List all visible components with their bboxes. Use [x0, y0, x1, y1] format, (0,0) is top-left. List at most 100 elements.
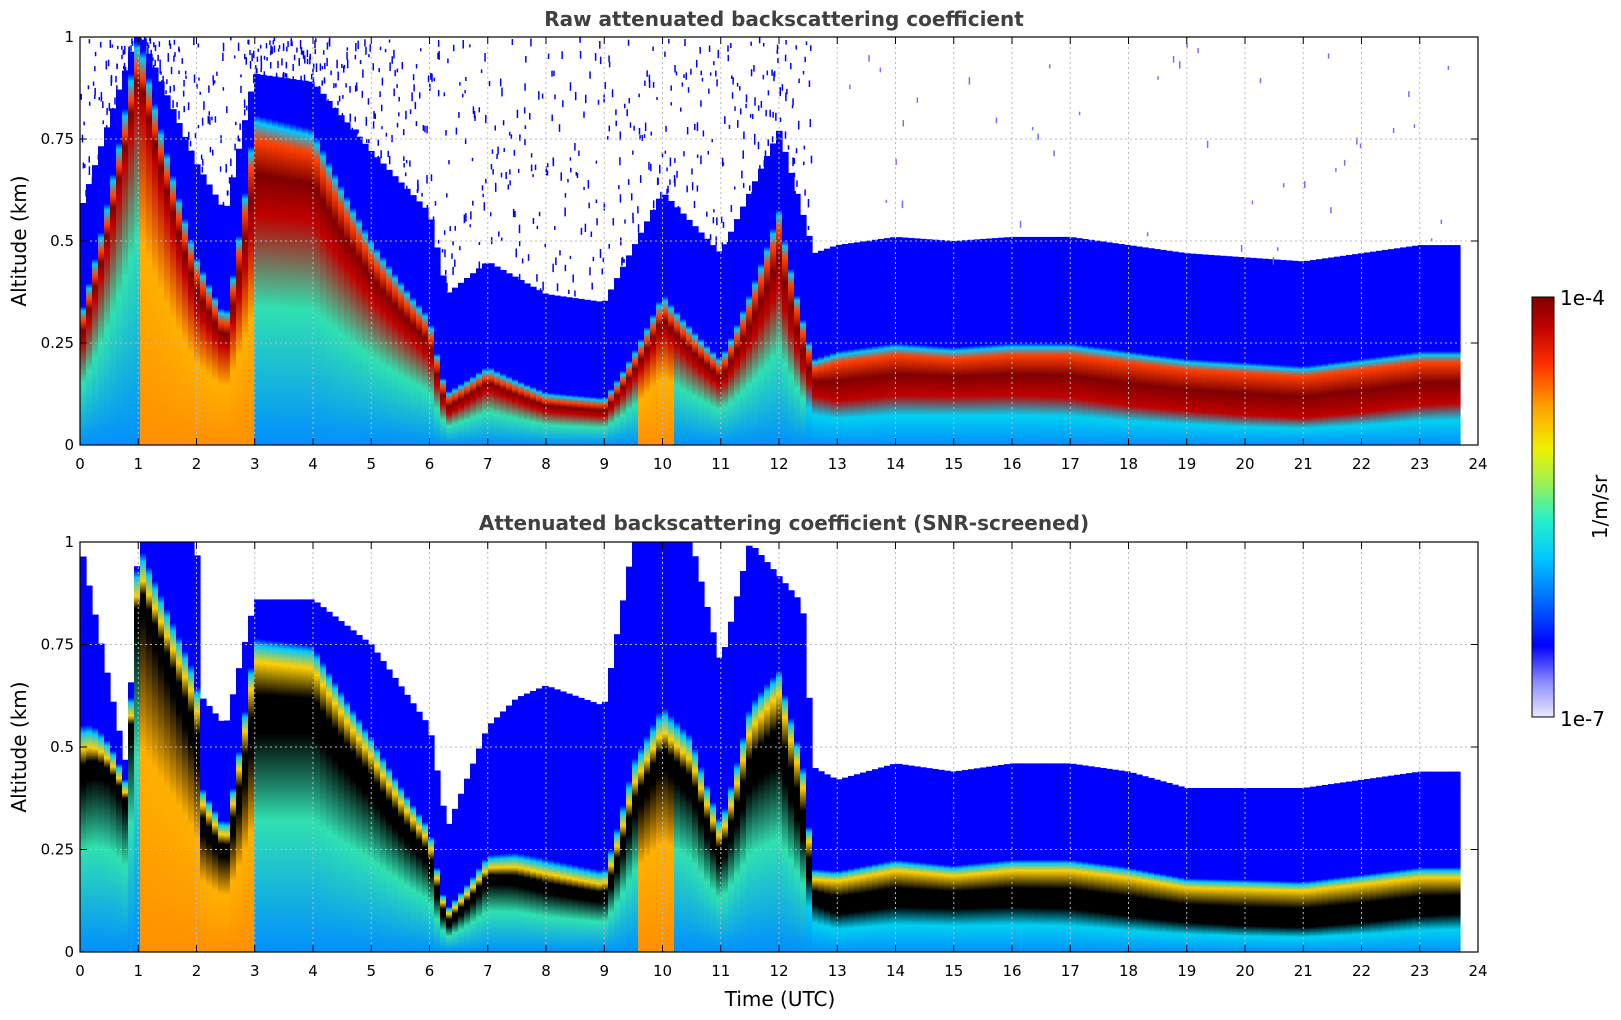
- noise-speck: [437, 89, 440, 97]
- noise-speck: [901, 200, 904, 209]
- noise-speck: [98, 97, 101, 101]
- heatmap-column: [1076, 764, 1083, 952]
- noise-speck: [230, 158, 232, 167]
- noise-speck: [538, 211, 541, 217]
- heatmap-column: [1364, 252, 1371, 445]
- heatmap-column: [692, 226, 699, 445]
- noise-speck: [518, 274, 521, 281]
- noise-speck: [208, 85, 210, 93]
- noise-speck: [790, 62, 792, 70]
- heatmap-column: [1214, 788, 1221, 952]
- heatmap-column: [740, 571, 747, 952]
- noise-speck: [140, 38, 142, 48]
- noise-speck: [318, 85, 321, 90]
- x-tick-label: 16: [1002, 455, 1021, 473]
- heatmap-column: [896, 763, 903, 952]
- noise-speck: [771, 69, 773, 76]
- noise-speck: [404, 172, 407, 177]
- heatmap-column: [1076, 238, 1083, 445]
- heatmap-column: [566, 693, 573, 952]
- noise-speck: [405, 110, 407, 120]
- noise-speck: [447, 58, 449, 64]
- heatmap-column: [332, 108, 339, 445]
- noise-speck: [1146, 232, 1149, 237]
- heatmap-column: [1256, 788, 1263, 952]
- heatmap-column: [506, 273, 513, 445]
- noise-speck: [394, 69, 396, 77]
- heatmap-column: [194, 555, 201, 952]
- noise-speck: [757, 141, 760, 150]
- noise-speck: [545, 166, 547, 176]
- noise-speck: [187, 102, 190, 111]
- heatmap-column: [128, 682, 135, 952]
- noise-speck: [359, 59, 362, 65]
- heatmap-column: [728, 231, 735, 445]
- noise-speck: [260, 55, 262, 63]
- noise-speck: [286, 46, 288, 52]
- heatmap-column: [1196, 788, 1203, 952]
- noise-speck: [623, 259, 625, 263]
- heatmap-column: [1178, 252, 1185, 445]
- noise-speck: [259, 44, 262, 49]
- noise-speck: [147, 44, 150, 49]
- heatmap-column: [380, 163, 387, 445]
- noise-speck: [373, 111, 375, 119]
- noise-speck: [588, 202, 590, 209]
- heatmap-column: [722, 244, 729, 445]
- noise-speck: [669, 157, 672, 167]
- heatmap-column: [1412, 245, 1419, 445]
- noise-speck: [798, 78, 800, 84]
- noise-speck: [544, 243, 546, 248]
- noise-speck: [94, 87, 96, 96]
- noise-speck: [652, 82, 655, 88]
- noise-speck: [519, 134, 521, 141]
- noise-speck: [188, 131, 190, 140]
- noise-speck: [561, 51, 563, 60]
- noise-speck: [516, 109, 519, 119]
- noise-speck: [228, 177, 231, 184]
- heatmap-column: [338, 621, 345, 952]
- heatmap-column: [608, 667, 615, 952]
- noise-speck: [707, 150, 709, 155]
- noise-speck: [500, 172, 503, 178]
- noise-speck: [362, 69, 364, 78]
- noise-speck: [257, 48, 260, 52]
- heatmap-column: [1232, 256, 1239, 445]
- noise-speck: [142, 39, 144, 46]
- heatmap-column: [1166, 783, 1173, 952]
- heatmap-column: [1250, 788, 1257, 952]
- heatmap-column: [530, 286, 537, 445]
- noise-speck: [116, 85, 118, 92]
- heatmap-column: [1058, 763, 1065, 952]
- heatmap-column: [140, 542, 147, 952]
- noise-speck: [716, 217, 718, 226]
- heatmap-column: [824, 248, 831, 445]
- heatmap-column: [536, 290, 543, 445]
- heatmap-column: [356, 635, 363, 952]
- noise-speck: [498, 231, 500, 237]
- noise-speck: [680, 107, 682, 112]
- noise-speck: [722, 222, 725, 228]
- noise-speck: [451, 253, 453, 259]
- heatmap-column: [224, 720, 231, 952]
- heatmap-column: [1436, 245, 1443, 445]
- noise-speck: [1206, 140, 1209, 148]
- noise-speck: [726, 241, 729, 247]
- noise-speck: [388, 155, 391, 165]
- noise-speck: [182, 90, 185, 97]
- heatmap-column: [1436, 771, 1443, 952]
- noise-speck: [279, 77, 281, 85]
- heatmap-column: [188, 150, 195, 445]
- heatmap-column: [1412, 772, 1419, 952]
- heatmap-column: [104, 672, 111, 952]
- heatmap-column: [512, 276, 519, 445]
- raw-y-axis-label: Altitude (km): [7, 175, 31, 306]
- heatmap-column: [1010, 763, 1017, 952]
- noise-speck: [524, 83, 526, 91]
- noise-speck: [266, 57, 268, 61]
- noise-speck: [578, 150, 580, 156]
- noise-speck: [300, 75, 302, 81]
- heatmap-column: [302, 80, 309, 446]
- noise-speck: [621, 257, 623, 266]
- noise-speck: [478, 261, 481, 270]
